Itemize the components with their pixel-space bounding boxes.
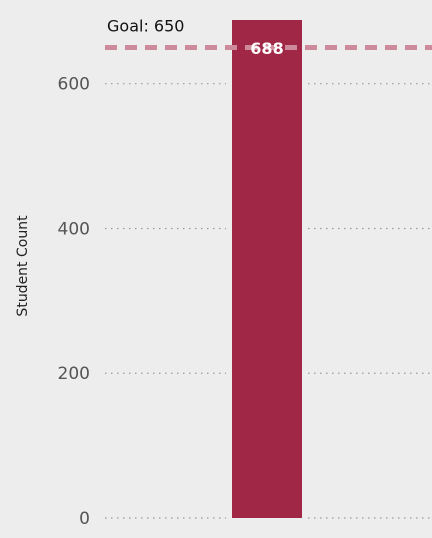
goal-marker: Goal: 650 688 — [105, 17, 432, 58]
y-tick-label: 0 — [79, 509, 90, 529]
gridlines — [105, 83, 432, 519]
y-tick-label: 600 — [58, 75, 90, 95]
y-axis-label: Student Count — [15, 215, 31, 317]
y-axis-ticks: 0 200 400 600 — [58, 75, 90, 529]
y-tick-label: 200 — [58, 364, 90, 384]
goal-label: Goal: 650 — [107, 17, 184, 36]
y-tick-label: 400 — [58, 219, 90, 239]
bars — [232, 20, 302, 518]
bar-value-label: 688 — [250, 39, 283, 58]
bar — [232, 20, 302, 518]
